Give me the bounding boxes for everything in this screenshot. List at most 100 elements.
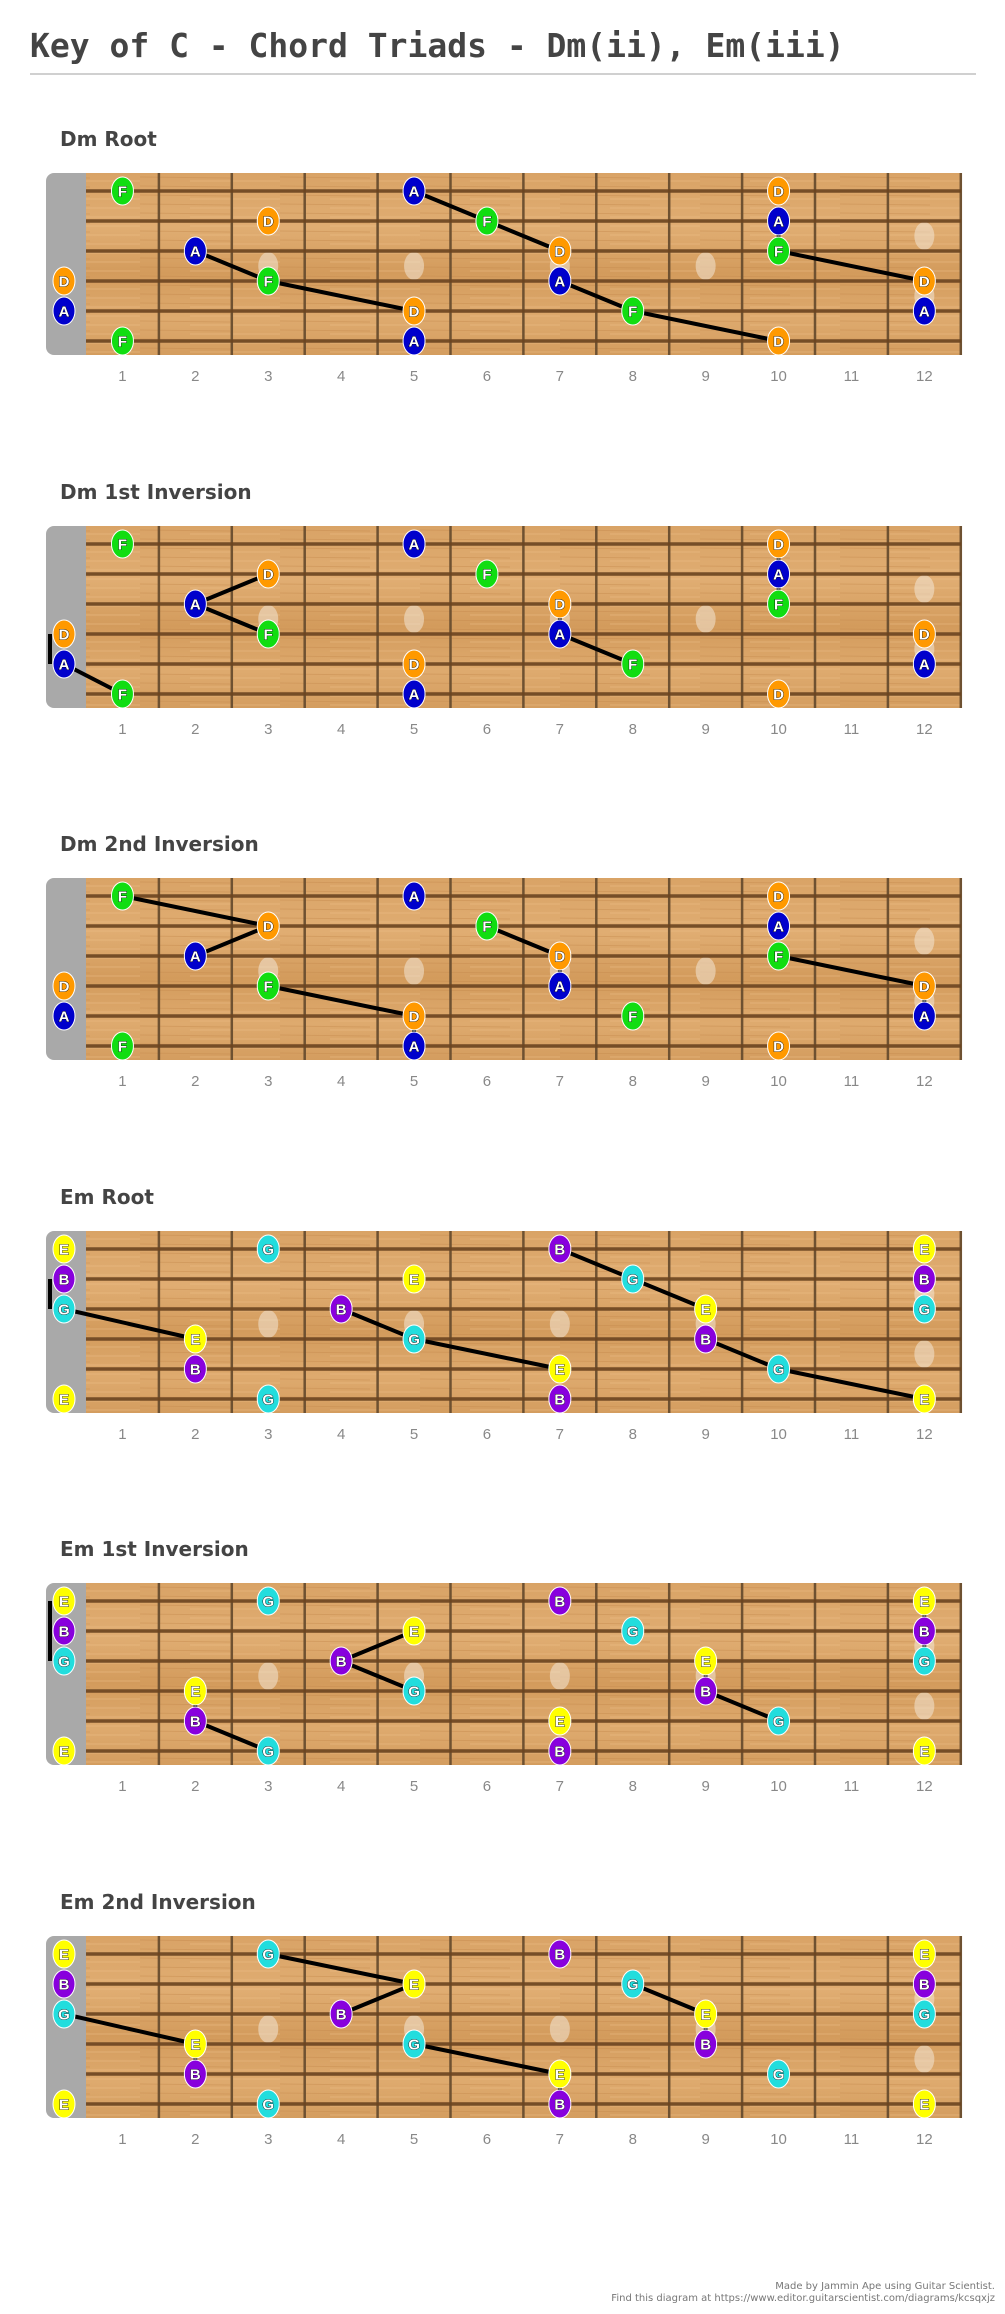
note-marker-D[interactable]: D bbox=[767, 326, 791, 356]
note-marker-F[interactable]: F bbox=[475, 911, 499, 941]
note-marker-G[interactable]: G bbox=[912, 1999, 936, 2028]
note-marker-B[interactable]: B bbox=[548, 1586, 572, 1616]
note-marker-A[interactable]: A bbox=[402, 529, 426, 558]
footer-link[interactable]: Find this diagram at https://www.editor.… bbox=[611, 2293, 995, 2304]
note-marker-B[interactable]: B bbox=[548, 1234, 572, 1263]
note-marker-A[interactable]: A bbox=[548, 619, 572, 648]
note-marker-A[interactable]: A bbox=[183, 941, 207, 971]
note-marker-B[interactable]: B bbox=[694, 2029, 718, 2058]
note-marker-D[interactable]: D bbox=[256, 206, 280, 236]
note-marker-E[interactable]: E bbox=[912, 2089, 936, 2118]
note-marker-E[interactable]: E bbox=[548, 1706, 572, 1736]
note-marker-A[interactable]: A bbox=[52, 296, 76, 326]
note-marker-B[interactable]: B bbox=[912, 1969, 936, 1998]
note-marker-F[interactable]: F bbox=[110, 529, 134, 558]
note-marker-B[interactable]: B bbox=[548, 1939, 572, 1968]
note-marker-G[interactable]: G bbox=[402, 1324, 426, 1353]
note-marker-D[interactable]: D bbox=[402, 649, 426, 678]
note-marker-D[interactable]: D bbox=[256, 911, 280, 941]
note-marker-G[interactable]: G bbox=[621, 1264, 645, 1293]
note-marker-G[interactable]: G bbox=[767, 1354, 791, 1383]
note-marker-E[interactable]: E bbox=[183, 1324, 207, 1353]
note-marker-E[interactable]: E bbox=[402, 1264, 426, 1293]
note-marker-G[interactable]: G bbox=[256, 1234, 280, 1263]
note-marker-B[interactable]: B bbox=[548, 1384, 572, 1413]
note-marker-D[interactable]: D bbox=[402, 296, 426, 326]
note-marker-F[interactable]: F bbox=[475, 559, 499, 588]
note-marker-E[interactable]: E bbox=[52, 2089, 76, 2118]
note-marker-A[interactable]: A bbox=[402, 679, 426, 708]
note-marker-A[interactable]: A bbox=[183, 589, 207, 618]
note-marker-G[interactable]: G bbox=[256, 1736, 280, 1766]
note-marker-G[interactable]: G bbox=[256, 1384, 280, 1413]
note-marker-G[interactable]: G bbox=[912, 1646, 936, 1676]
note-marker-B[interactable]: B bbox=[183, 2059, 207, 2088]
note-marker-F[interactable]: F bbox=[475, 206, 499, 236]
note-marker-F[interactable]: F bbox=[256, 266, 280, 296]
note-marker-G[interactable]: G bbox=[621, 1969, 645, 1998]
note-marker-B[interactable]: B bbox=[548, 1736, 572, 1766]
note-marker-A[interactable]: A bbox=[548, 266, 572, 296]
note-marker-A[interactable]: A bbox=[767, 206, 791, 236]
note-marker-E[interactable]: E bbox=[183, 1676, 207, 1706]
note-marker-B[interactable]: B bbox=[329, 1999, 353, 2028]
note-marker-D[interactable]: D bbox=[767, 1031, 791, 1061]
note-marker-F[interactable]: F bbox=[110, 881, 134, 911]
note-marker-D[interactable]: D bbox=[767, 679, 791, 708]
note-marker-A[interactable]: A bbox=[52, 1001, 76, 1031]
note-marker-F[interactable]: F bbox=[621, 296, 645, 326]
note-marker-D[interactable]: D bbox=[767, 176, 791, 206]
note-marker-F[interactable]: F bbox=[110, 326, 134, 356]
note-marker-E[interactable]: E bbox=[694, 1999, 718, 2028]
note-marker-B[interactable]: B bbox=[548, 2089, 572, 2118]
note-marker-D[interactable]: D bbox=[548, 589, 572, 618]
note-marker-A[interactable]: A bbox=[402, 176, 426, 206]
note-marker-E[interactable]: E bbox=[912, 1234, 936, 1263]
note-marker-G[interactable]: G bbox=[767, 1706, 791, 1736]
note-marker-A[interactable]: A bbox=[912, 649, 936, 678]
note-marker-A[interactable]: A bbox=[183, 236, 207, 266]
note-marker-D[interactable]: D bbox=[767, 881, 791, 911]
note-marker-B[interactable]: B bbox=[912, 1616, 936, 1646]
note-marker-A[interactable]: A bbox=[52, 649, 76, 678]
note-marker-G[interactable]: G bbox=[256, 1586, 280, 1616]
note-marker-E[interactable]: E bbox=[694, 1294, 718, 1323]
note-marker-D[interactable]: D bbox=[402, 1001, 426, 1031]
note-marker-A[interactable]: A bbox=[402, 881, 426, 911]
note-marker-B[interactable]: B bbox=[694, 1676, 718, 1706]
note-marker-A[interactable]: A bbox=[402, 1031, 426, 1061]
note-marker-G[interactable]: G bbox=[52, 1294, 76, 1323]
note-marker-D[interactable]: D bbox=[52, 619, 76, 648]
note-marker-G[interactable]: G bbox=[256, 2089, 280, 2118]
note-marker-B[interactable]: B bbox=[694, 1324, 718, 1353]
note-marker-G[interactable]: G bbox=[256, 1939, 280, 1968]
note-marker-F[interactable]: F bbox=[767, 941, 791, 971]
note-marker-G[interactable]: G bbox=[621, 1616, 645, 1646]
note-marker-E[interactable]: E bbox=[912, 1586, 936, 1616]
note-marker-G[interactable]: G bbox=[52, 1646, 76, 1676]
note-marker-B[interactable]: B bbox=[329, 1646, 353, 1676]
note-marker-E[interactable]: E bbox=[52, 1234, 76, 1263]
note-marker-F[interactable]: F bbox=[256, 971, 280, 1001]
note-marker-E[interactable]: E bbox=[548, 2059, 572, 2088]
note-marker-D[interactable]: D bbox=[52, 266, 76, 296]
note-marker-G[interactable]: G bbox=[402, 2029, 426, 2058]
note-marker-D[interactable]: D bbox=[256, 559, 280, 588]
note-marker-B[interactable]: B bbox=[183, 1354, 207, 1383]
note-marker-E[interactable]: E bbox=[912, 1384, 936, 1413]
note-marker-A[interactable]: A bbox=[548, 971, 572, 1001]
note-marker-F[interactable]: F bbox=[110, 1031, 134, 1061]
note-marker-A[interactable]: A bbox=[912, 296, 936, 326]
note-marker-B[interactable]: B bbox=[183, 1706, 207, 1736]
note-marker-D[interactable]: D bbox=[52, 971, 76, 1001]
note-marker-E[interactable]: E bbox=[52, 1736, 76, 1766]
note-marker-E[interactable]: E bbox=[52, 1939, 76, 1968]
note-marker-E[interactable]: E bbox=[402, 1616, 426, 1646]
note-marker-E[interactable]: E bbox=[694, 1646, 718, 1676]
note-marker-A[interactable]: A bbox=[767, 559, 791, 588]
note-marker-F[interactable]: F bbox=[110, 679, 134, 708]
note-marker-D[interactable]: D bbox=[912, 266, 936, 296]
note-marker-A[interactable]: A bbox=[912, 1001, 936, 1031]
note-marker-E[interactable]: E bbox=[52, 1384, 76, 1413]
note-marker-G[interactable]: G bbox=[402, 1676, 426, 1706]
